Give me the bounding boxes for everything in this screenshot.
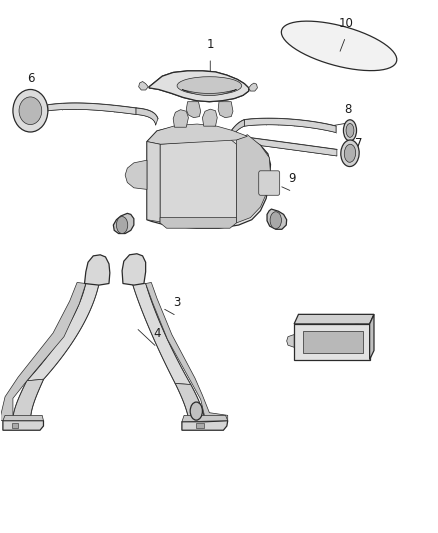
Ellipse shape: [344, 144, 356, 162]
Polygon shape: [85, 255, 110, 285]
Text: 10: 10: [338, 17, 353, 30]
Ellipse shape: [19, 97, 42, 125]
Polygon shape: [173, 110, 188, 127]
Polygon shape: [160, 139, 237, 223]
Polygon shape: [186, 102, 201, 118]
Polygon shape: [370, 314, 374, 360]
Polygon shape: [182, 90, 237, 95]
Polygon shape: [160, 217, 237, 228]
Polygon shape: [122, 254, 146, 285]
Polygon shape: [147, 127, 271, 228]
Polygon shape: [294, 324, 370, 360]
Text: 7: 7: [355, 137, 363, 150]
Polygon shape: [281, 21, 397, 71]
Ellipse shape: [117, 216, 128, 233]
Polygon shape: [249, 83, 258, 91]
Text: 5: 5: [353, 313, 360, 327]
Ellipse shape: [341, 140, 359, 166]
Polygon shape: [244, 118, 336, 133]
Ellipse shape: [177, 77, 242, 95]
Polygon shape: [1, 282, 86, 421]
Ellipse shape: [343, 120, 357, 141]
Polygon shape: [147, 124, 247, 144]
Polygon shape: [149, 71, 249, 102]
Text: 9: 9: [289, 172, 296, 184]
Polygon shape: [3, 421, 43, 430]
Polygon shape: [13, 379, 43, 421]
Polygon shape: [231, 120, 244, 138]
Polygon shape: [239, 136, 337, 156]
Polygon shape: [133, 284, 191, 384]
Ellipse shape: [346, 124, 354, 138]
Polygon shape: [147, 142, 160, 222]
Polygon shape: [294, 314, 374, 324]
Text: 6: 6: [27, 72, 34, 85]
FancyBboxPatch shape: [259, 171, 280, 195]
Polygon shape: [287, 335, 294, 348]
Polygon shape: [175, 383, 205, 422]
Polygon shape: [182, 421, 228, 430]
Polygon shape: [182, 415, 228, 422]
Polygon shape: [125, 160, 147, 189]
Polygon shape: [267, 209, 287, 229]
Ellipse shape: [190, 402, 202, 420]
Polygon shape: [218, 102, 233, 118]
Polygon shape: [146, 282, 228, 422]
Text: 4: 4: [153, 327, 161, 341]
Polygon shape: [202, 109, 217, 126]
Text: 8: 8: [344, 103, 351, 116]
Text: 3: 3: [173, 296, 180, 309]
Polygon shape: [303, 332, 363, 353]
Ellipse shape: [13, 90, 48, 132]
Ellipse shape: [270, 212, 282, 229]
Polygon shape: [139, 82, 148, 90]
Text: 2: 2: [180, 208, 188, 221]
Polygon shape: [48, 103, 136, 115]
Polygon shape: [27, 284, 99, 381]
Polygon shape: [12, 423, 18, 428]
Polygon shape: [3, 415, 43, 421]
Polygon shape: [136, 108, 158, 125]
Polygon shape: [113, 213, 134, 233]
Text: 1: 1: [207, 38, 214, 51]
Polygon shape: [237, 135, 271, 223]
Polygon shape: [196, 423, 204, 428]
